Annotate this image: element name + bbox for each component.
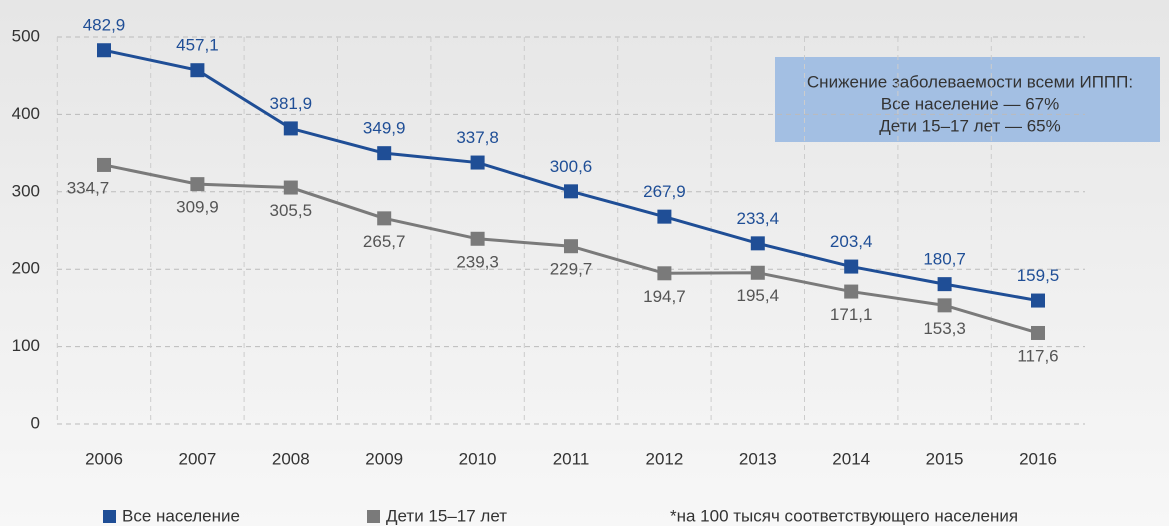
data-label: 229,7: [550, 260, 593, 279]
marker: [564, 239, 578, 254]
y-tick-label: 200: [12, 259, 40, 278]
data-label: 180,7: [923, 250, 966, 269]
annotation: Все население — 67%: [881, 94, 1059, 113]
marker: [97, 157, 111, 172]
legend-label: Все население: [122, 506, 240, 525]
data-label: 309,9: [176, 198, 219, 217]
data-label: 482,9: [83, 16, 126, 35]
x-tick-label: 2009: [365, 449, 403, 468]
marker: [283, 121, 298, 136]
marker: [657, 209, 672, 224]
y-tick-label: 500: [12, 26, 40, 45]
marker: [564, 184, 578, 199]
legend-label: Дети 15–17 лет: [386, 506, 507, 525]
marker: [844, 259, 859, 274]
data-label: 203,4: [830, 232, 873, 251]
data-label: 153,3: [923, 319, 966, 338]
marker: [377, 211, 392, 226]
x-tick-label: 2010: [459, 449, 497, 468]
x-tick-label: 2008: [272, 449, 310, 468]
data-label: 305,5: [270, 201, 313, 220]
marker: [97, 43, 111, 58]
marker: [190, 177, 205, 192]
data-label: 267,9: [643, 182, 686, 201]
y-tick-label: 0: [31, 413, 40, 432]
x-tick-label: 2011: [553, 449, 590, 468]
marker: [750, 236, 765, 251]
legend-marker: [103, 510, 116, 523]
x-tick-label: 2013: [739, 449, 777, 468]
data-label: 381,9: [270, 94, 313, 113]
data-label: 337,8: [456, 128, 499, 147]
marker: [844, 284, 859, 299]
data-label: 334,7: [67, 178, 110, 197]
y-tick-label: 300: [12, 181, 40, 200]
marker: [937, 298, 952, 313]
x-tick-label: 2006: [85, 449, 123, 468]
data-label: 117,6: [1017, 346, 1058, 365]
data-label: 195,4: [737, 286, 780, 305]
marker: [470, 155, 485, 170]
annotation: Дети 15–17 лет — 65%: [879, 116, 1060, 135]
marker: [1031, 325, 1045, 340]
data-label: 457,1: [176, 36, 219, 55]
marker: [377, 146, 392, 161]
data-label: 194,7: [643, 287, 686, 306]
y-tick-label: 400: [12, 104, 40, 123]
marker: [1031, 293, 1045, 308]
y-tick-label: 100: [12, 336, 40, 355]
marker: [190, 63, 205, 78]
data-label: 349,9: [363, 119, 406, 138]
x-tick-label: 2016: [1019, 449, 1057, 468]
marker: [283, 180, 298, 195]
data-label: 239,3: [456, 252, 499, 271]
x-tick-label: 2012: [645, 449, 683, 468]
data-label: 300,6: [550, 157, 593, 176]
annotation: Снижение заболеваемости всеми ИППП:: [807, 72, 1133, 91]
x-tick-label: 2014: [832, 449, 870, 468]
data-label: 159,5: [1017, 266, 1060, 285]
x-tick-label: 2015: [926, 449, 964, 468]
data-label: 171,1: [830, 305, 873, 324]
data-label: 233,4: [737, 209, 780, 228]
marker: [657, 266, 672, 281]
footnote: *на 100 тысяч соответствующего населения: [670, 506, 1018, 525]
data-label: 265,7: [363, 232, 406, 251]
x-tick-label: 2007: [178, 449, 216, 468]
annotation-box: [775, 57, 1160, 142]
marker: [750, 265, 765, 280]
marker: [937, 277, 952, 292]
marker: [470, 231, 485, 246]
legend-marker: [367, 510, 380, 523]
